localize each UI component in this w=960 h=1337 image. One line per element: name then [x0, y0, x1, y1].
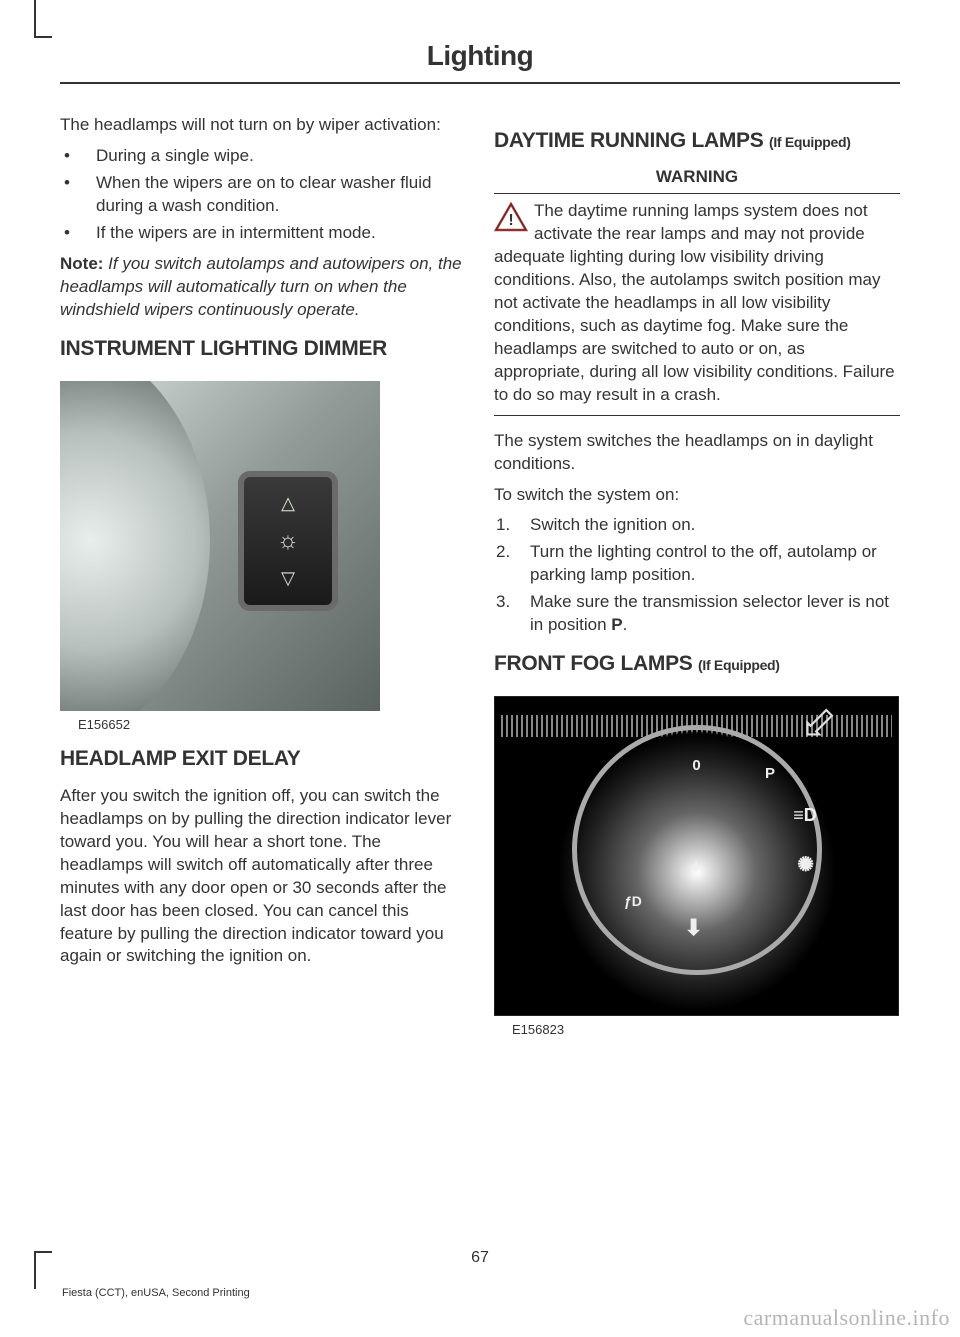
step-number: 3. — [496, 591, 510, 614]
dimmer-rocker-switch: △ ☼ ▽ — [238, 471, 338, 611]
warning-text: The daytime running lamps system does no… — [494, 201, 895, 404]
warning-title: WARNING — [494, 167, 900, 194]
fog-lamp-image: ⇩ 0 P ≡D ✺ ✧ ƒD ⬇ — [494, 696, 899, 1016]
fog-pull-arrow-icon: ⇩ — [786, 696, 848, 756]
step-text-post: . — [623, 615, 628, 634]
warning-block: WARNING ! The daytime running lamps syst… — [494, 167, 900, 415]
heading-exit-delay: HEADLAMP EXIT DELAY — [60, 746, 466, 771]
step-text-bold: P — [611, 615, 622, 634]
bullet-item: During a single wipe. — [60, 145, 466, 168]
step-number: 1. — [496, 514, 510, 537]
right-column: DAYTIME RUNNING LAMPS (If Equipped) WARN… — [494, 114, 900, 1047]
fog-label-zero: 0 — [692, 757, 700, 774]
step-text: Switch the ignition on. — [530, 515, 695, 534]
figure-dimmer: △ ☼ ▽ E156652 — [60, 381, 466, 732]
exit-delay-body: After you switch the ignition off, you c… — [60, 785, 466, 969]
figure-fog-lamps: ⇩ 0 P ≡D ✺ ✧ ƒD ⬇ E156823 — [494, 696, 900, 1037]
headlamp-icon: ≡D — [793, 805, 817, 826]
note-body: If you switch autolamps and autowipers o… — [60, 254, 462, 319]
bullet-item: When the wipers are on to clear washer f… — [60, 172, 466, 218]
note-label: Note: — [60, 254, 103, 273]
heading-instrument-dimmer: INSTRUMENT LIGHTING DIMMER — [60, 336, 466, 361]
fog-front-icon: ƒD — [624, 893, 642, 909]
page-number: 67 — [471, 1249, 489, 1267]
step-item: 1. Switch the ignition on. — [494, 514, 900, 537]
step-text-pre: Make sure the transmission selector leve… — [530, 592, 889, 634]
note-block: Note: If you switch autolamps and autowi… — [60, 253, 466, 322]
crop-mark-top — [34, 0, 52, 38]
page-content: Lighting The headlamps will not turn on … — [60, 40, 900, 1047]
svg-text:!: ! — [508, 212, 513, 229]
dimmer-knob-graphic — [60, 381, 210, 711]
crop-mark-bottom — [34, 1251, 52, 1289]
fog-label-p: P — [765, 765, 775, 782]
warning-triangle-icon: ! — [494, 202, 528, 232]
parking-lamp-icon: ✧ — [688, 857, 703, 878]
step-number: 2. — [496, 541, 510, 564]
page-title: Lighting — [60, 40, 900, 84]
figure-caption: E156652 — [60, 717, 466, 732]
down-arrow-icon: ▽ — [281, 569, 295, 587]
up-arrow-icon: △ — [281, 494, 295, 512]
heading-drl: DAYTIME RUNNING LAMPS (If Equipped) — [494, 128, 900, 153]
dimmer-image: △ ☼ ▽ — [60, 381, 380, 711]
step-item: 2. Turn the lighting control to the off, … — [494, 541, 900, 587]
autolamp-icon: ✺ — [797, 852, 814, 877]
watermark-text: carmanualsonline.info — [743, 1305, 950, 1331]
heading-drl-main: DAYTIME RUNNING LAMPS — [494, 129, 769, 152]
step-item: 3. Make sure the transmission selector le… — [494, 591, 900, 637]
left-column: The headlamps will not turn on by wiper … — [60, 114, 466, 1047]
drl-p1: The system switches the headlamps on in … — [494, 430, 900, 476]
heading-drl-suffix: (If Equipped) — [769, 134, 851, 150]
intro-text: The headlamps will not turn on by wiper … — [60, 114, 466, 137]
footer-info: Fiesta (CCT), enUSA, Second Printing — [62, 1287, 250, 1299]
wiper-bullets: During a single wipe. When the wipers ar… — [60, 145, 466, 245]
drl-p2: To switch the system on: — [494, 484, 900, 507]
fog-down-arrow-icon: ⬇ — [684, 915, 702, 941]
two-column-layout: The headlamps will not turn on by wiper … — [60, 114, 900, 1047]
step-text: Turn the lighting control to the off, au… — [530, 542, 877, 584]
heading-fog-lamps: FRONT FOG LAMPS (If Equipped) — [494, 651, 900, 676]
bullet-item: If the wipers are in intermittent mode. — [60, 222, 466, 245]
brightness-icon: ☼ — [277, 527, 299, 555]
warning-body: ! The daytime running lamps system does … — [494, 200, 900, 415]
heading-fog-main: FRONT FOG LAMPS — [494, 652, 698, 675]
figure-caption: E156823 — [494, 1022, 900, 1037]
heading-fog-suffix: (If Equipped) — [698, 657, 780, 673]
drl-steps: 1. Switch the ignition on. 2. Turn the lig… — [494, 514, 900, 637]
